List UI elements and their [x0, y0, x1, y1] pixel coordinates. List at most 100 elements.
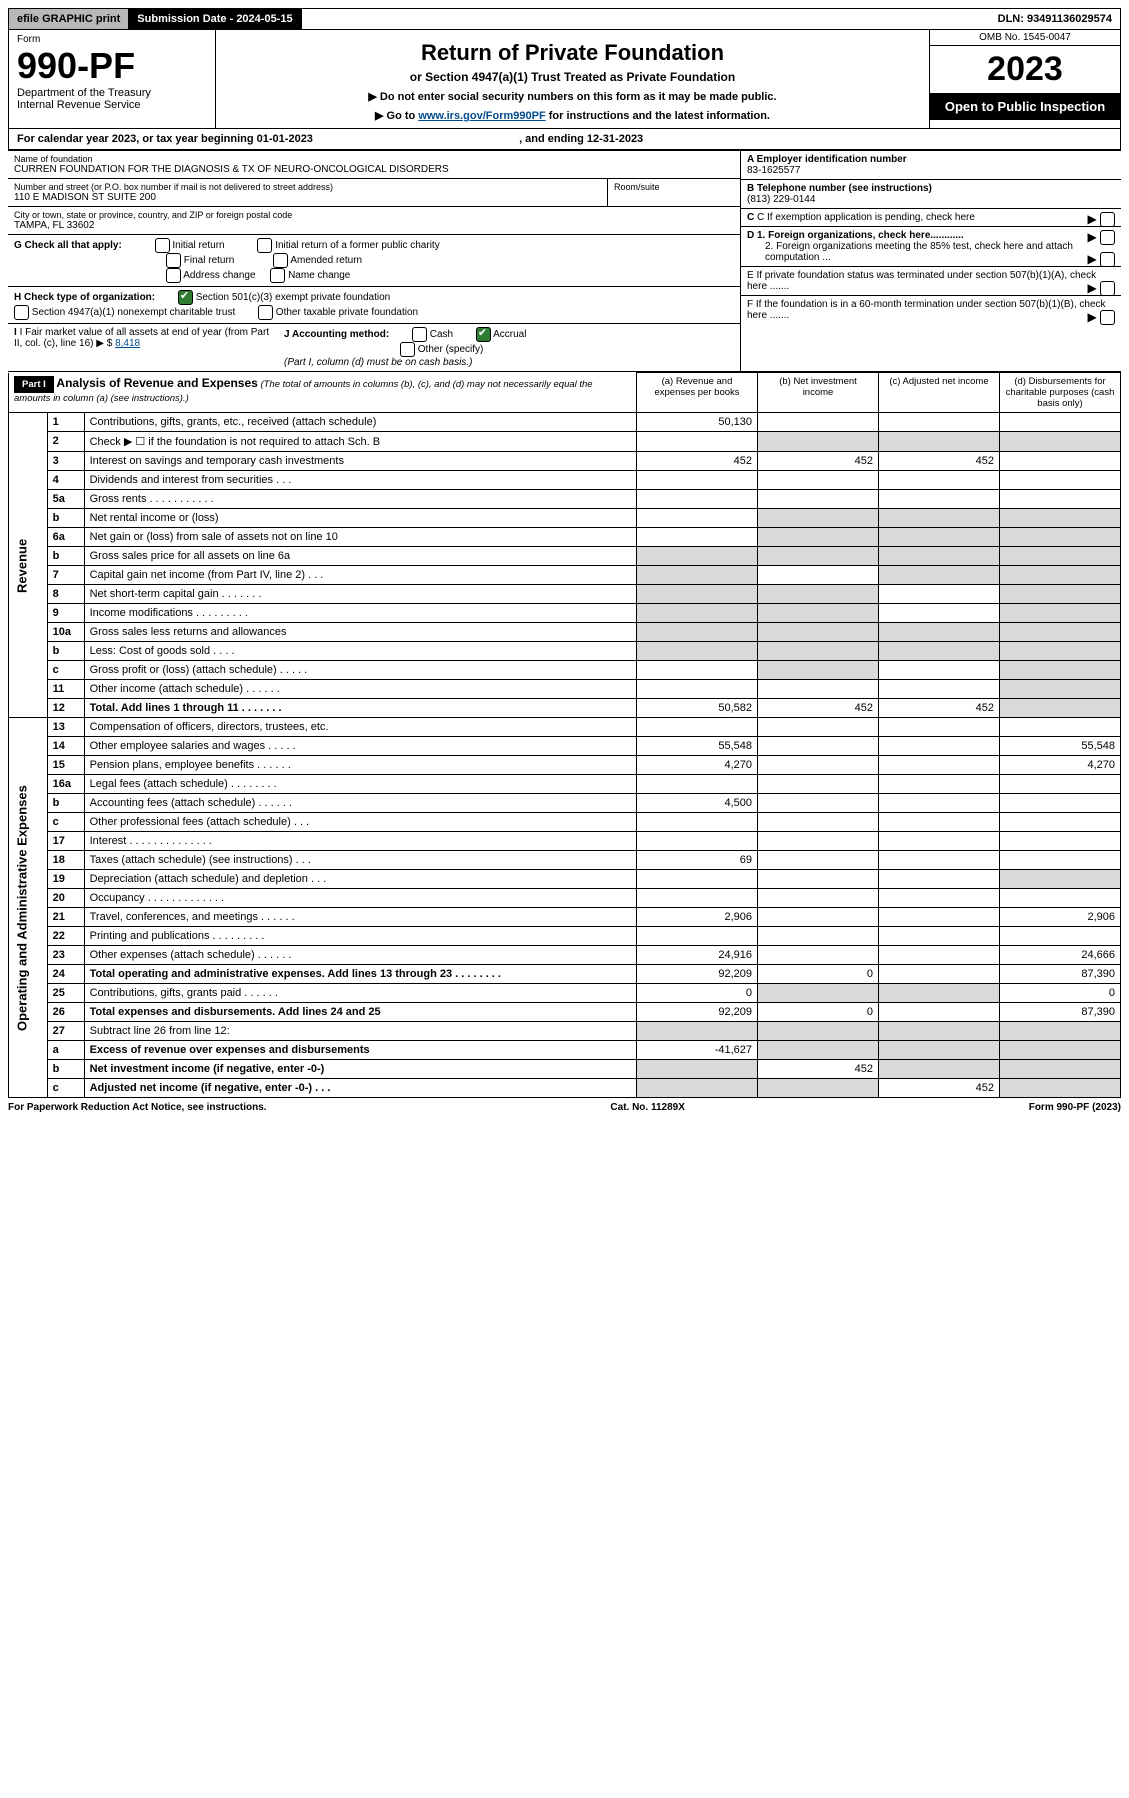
amount-cell	[879, 946, 1000, 965]
checkbox-cash[interactable]	[412, 327, 427, 342]
line-desc: Other expenses (attach schedule) . . . .…	[84, 946, 636, 965]
amount-cell	[879, 794, 1000, 813]
line-desc: Net rental income or (loss)	[84, 509, 636, 528]
line-number: 3	[47, 452, 84, 471]
amount-cell	[637, 566, 758, 585]
amount-cell	[879, 813, 1000, 832]
amount-cell	[1000, 566, 1121, 585]
j-note: (Part I, column (d) must be on cash basi…	[284, 357, 472, 368]
checkbox-address-change[interactable]	[166, 268, 181, 283]
line-desc: Travel, conferences, and meetings . . . …	[84, 908, 636, 927]
checkbox-d1[interactable]	[1100, 230, 1115, 245]
line-number: 7	[47, 566, 84, 585]
amount-cell	[758, 1041, 879, 1060]
amount-cell	[758, 756, 879, 775]
foundation-addr: 110 E MADISON ST SUITE 200	[14, 192, 601, 203]
line-number: 11	[47, 680, 84, 699]
line-desc: Occupancy . . . . . . . . . . . . .	[84, 889, 636, 908]
checkbox-d2[interactable]	[1100, 252, 1115, 267]
amount-cell	[758, 680, 879, 699]
amount-cell	[758, 794, 879, 813]
table-row: bAccounting fees (attach schedule) . . .…	[9, 794, 1121, 813]
amount-cell: 4,270	[637, 756, 758, 775]
checkbox-other-taxable[interactable]	[258, 305, 273, 320]
amount-cell: 2,906	[637, 908, 758, 927]
amount-cell	[758, 566, 879, 585]
topbar: efile GRAPHIC print Submission Date - 20…	[8, 8, 1121, 30]
amount-cell	[879, 642, 1000, 661]
table-row: 24Total operating and administrative exp…	[9, 965, 1121, 984]
table-row: 20Occupancy . . . . . . . . . . . . .	[9, 889, 1121, 908]
table-row: cAdjusted net income (if negative, enter…	[9, 1079, 1121, 1098]
line-number: 10a	[47, 623, 84, 642]
amount-cell	[637, 1060, 758, 1079]
form-link[interactable]: www.irs.gov/Form990PF	[418, 110, 545, 122]
checkbox-initial-return[interactable]	[155, 238, 170, 253]
amount-cell	[1000, 452, 1121, 471]
checkbox-c[interactable]	[1100, 212, 1115, 227]
line-number: 14	[47, 737, 84, 756]
amount-cell	[758, 490, 879, 509]
checkbox-f[interactable]	[1100, 310, 1115, 325]
line-desc: Contributions, gifts, grants paid . . . …	[84, 984, 636, 1003]
dln: DLN: 93491136029574	[990, 9, 1120, 29]
amount-cell	[1000, 471, 1121, 490]
line-desc: Capital gain net income (from Part IV, l…	[84, 566, 636, 585]
line-number: c	[47, 813, 84, 832]
dept: Department of the Treasury	[17, 87, 207, 99]
line-number: c	[47, 1079, 84, 1098]
i-label: I Fair market value of all assets at end…	[14, 327, 269, 349]
amount-cell	[637, 718, 758, 737]
fmv-value[interactable]: 8,418	[115, 338, 140, 349]
line-number: 20	[47, 889, 84, 908]
amount-cell	[637, 432, 758, 452]
amount-cell	[879, 737, 1000, 756]
checkbox-other-method[interactable]	[400, 342, 415, 357]
amount-cell	[637, 471, 758, 490]
checkbox-final-return[interactable]	[166, 253, 181, 268]
checkbox-accrual[interactable]	[476, 327, 491, 342]
amount-cell: 452	[879, 452, 1000, 471]
checkbox-4947[interactable]	[14, 305, 29, 320]
amount-cell	[879, 490, 1000, 509]
line-number: 8	[47, 585, 84, 604]
amount-cell	[637, 661, 758, 680]
checkbox-amended[interactable]	[273, 253, 288, 268]
tax-year: 2023	[930, 46, 1120, 93]
amount-cell: 50,130	[637, 413, 758, 432]
amount-cell	[879, 680, 1000, 699]
amount-cell	[758, 528, 879, 547]
calendar-year: For calendar year 2023, or tax year begi…	[8, 129, 1121, 150]
checkbox-name-change[interactable]	[270, 268, 285, 283]
table-row: 6aNet gain or (loss) from sale of assets…	[9, 528, 1121, 547]
checkbox-e[interactable]	[1100, 281, 1115, 296]
checkbox-initial-public[interactable]	[257, 238, 272, 253]
checkbox-501c3[interactable]	[178, 290, 193, 305]
amount-cell	[758, 1079, 879, 1098]
amount-cell: 92,209	[637, 1003, 758, 1022]
form-number: 990-PF	[17, 45, 207, 87]
line-number: 23	[47, 946, 84, 965]
amount-cell: 24,916	[637, 946, 758, 965]
amount-cell	[637, 813, 758, 832]
col-c-header: (c) Adjusted net income	[879, 373, 1000, 413]
amount-cell	[1000, 851, 1121, 870]
amount-cell: 92,209	[637, 965, 758, 984]
amount-cell	[1000, 623, 1121, 642]
amount-cell	[879, 870, 1000, 889]
amount-cell	[1000, 1022, 1121, 1041]
amount-cell: 452	[879, 1079, 1000, 1098]
amount-cell	[879, 1022, 1000, 1041]
amount-cell	[879, 566, 1000, 585]
name-label: Name of foundation	[14, 154, 734, 164]
amount-cell	[879, 889, 1000, 908]
amount-cell	[758, 908, 879, 927]
line-number: 24	[47, 965, 84, 984]
line-desc: Other income (attach schedule) . . . . .…	[84, 680, 636, 699]
line-desc: Other employee salaries and wages . . . …	[84, 737, 636, 756]
line-desc: Legal fees (attach schedule) . . . . . .…	[84, 775, 636, 794]
j-label: J Accounting method:	[284, 329, 389, 340]
table-row: Operating and Administrative Expenses13C…	[9, 718, 1121, 737]
line-number: 21	[47, 908, 84, 927]
line-desc: Depreciation (attach schedule) and deple…	[84, 870, 636, 889]
